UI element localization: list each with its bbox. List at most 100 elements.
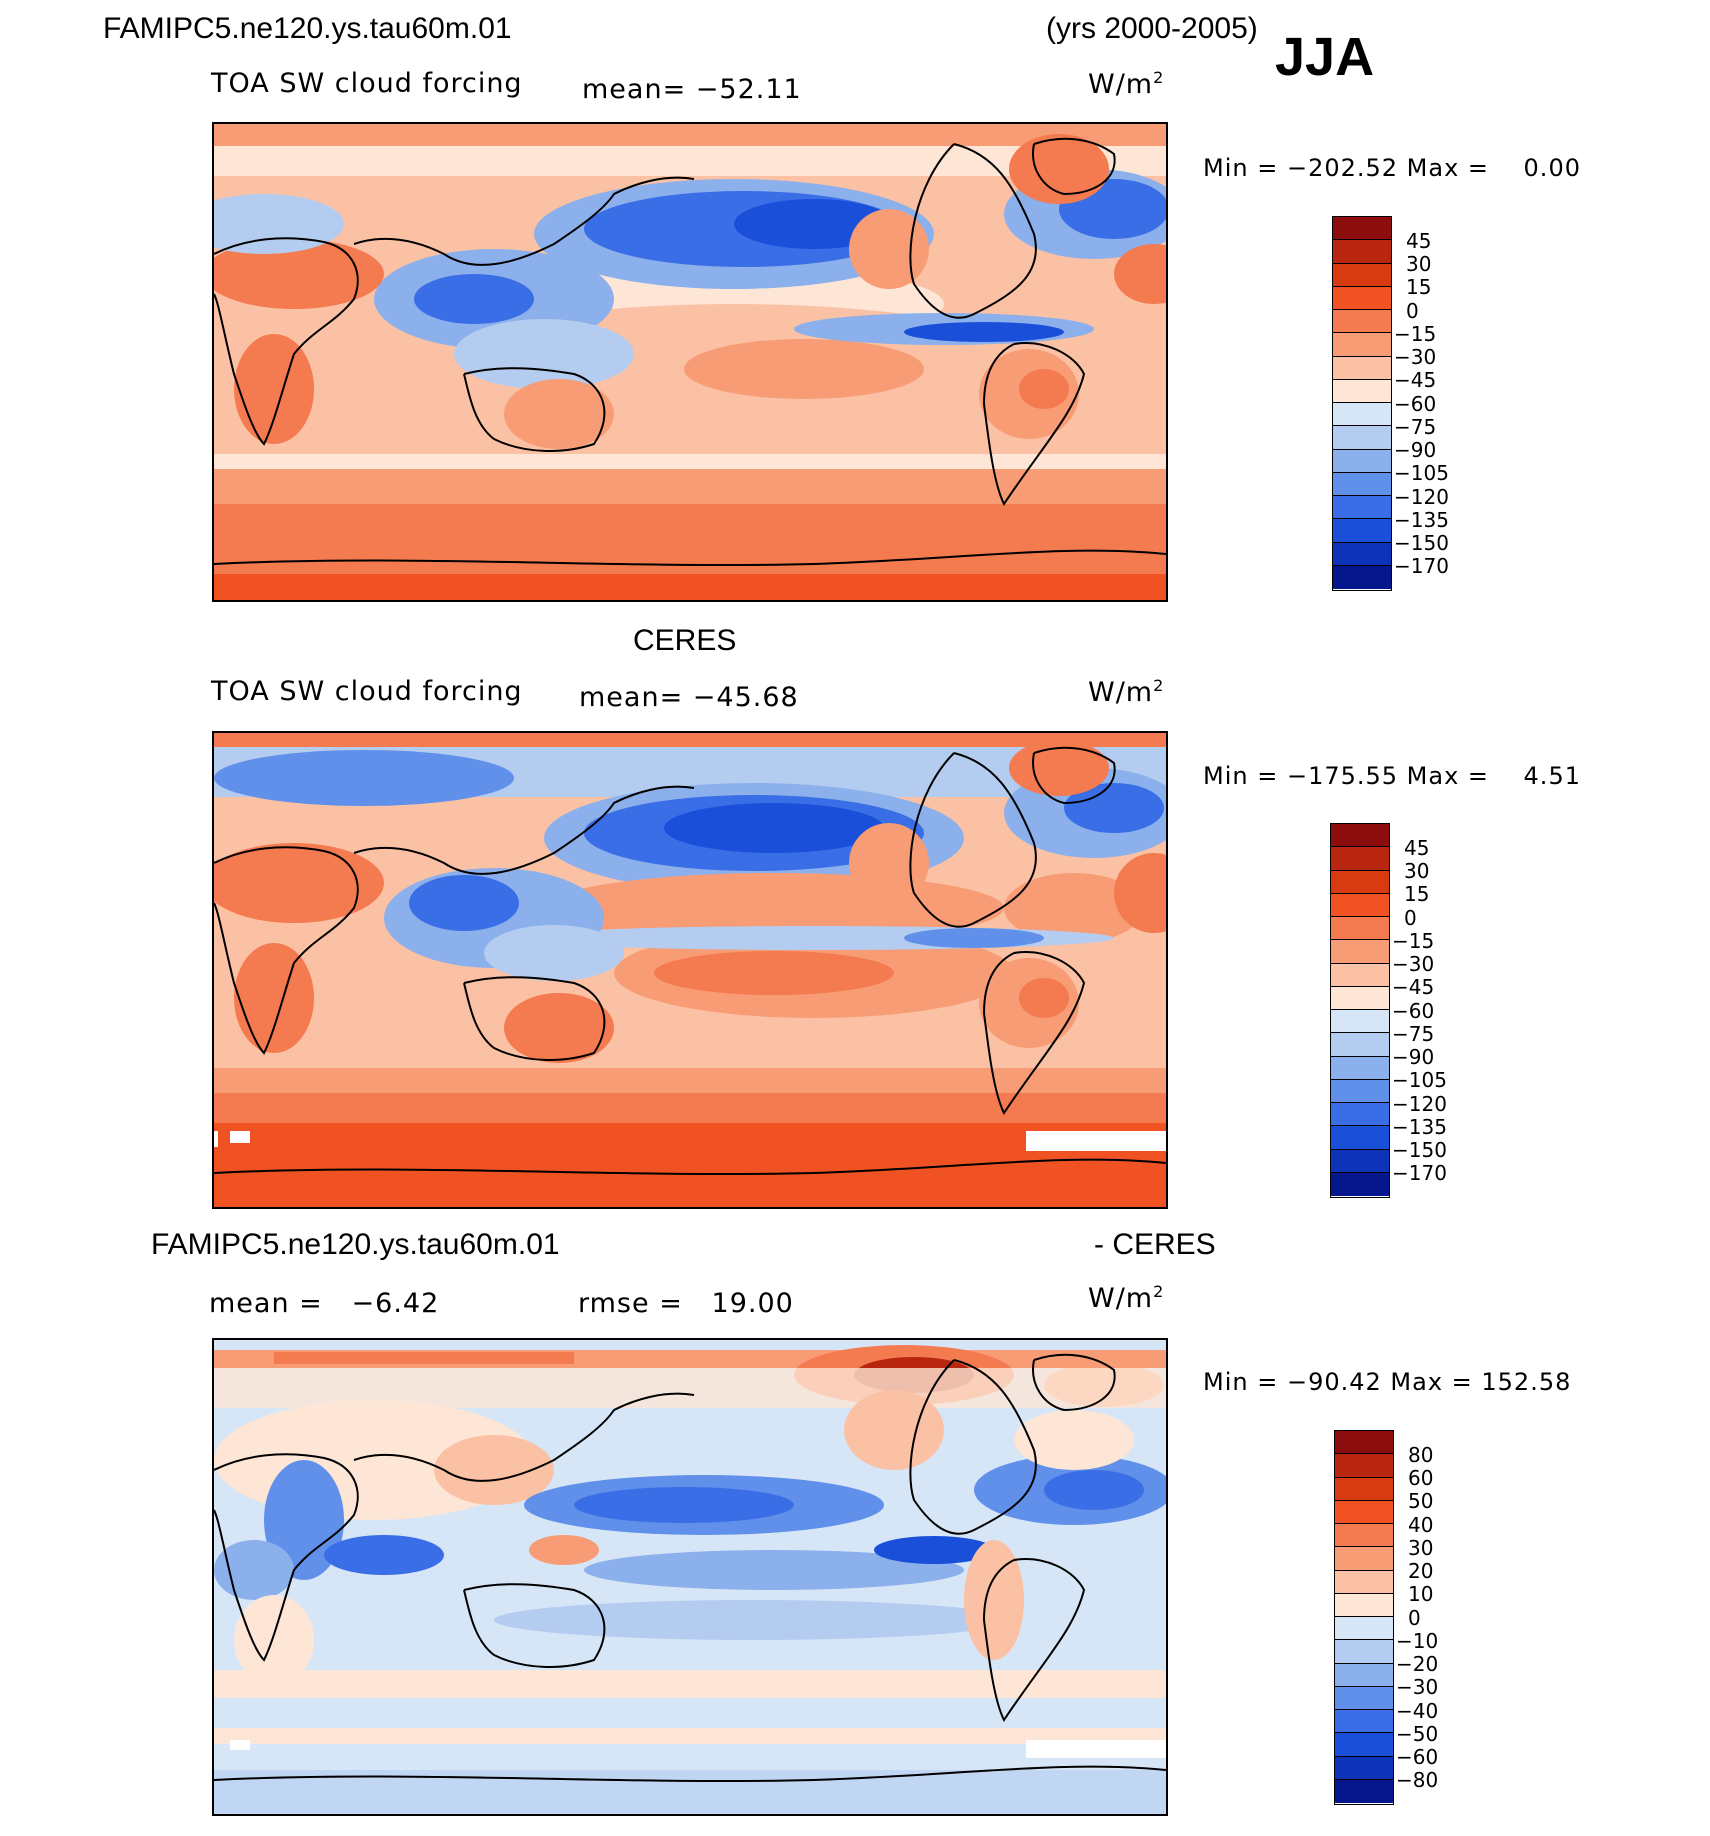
panel3-colorbar [1334, 1430, 1394, 1805]
colorbar-tick-label: −45 [1392, 975, 1435, 1000]
colorbar-tick-label: −15 [1392, 928, 1435, 953]
panel3-units-sup: 2 [1153, 1282, 1165, 1301]
colorbar-swatch [1335, 1477, 1393, 1501]
panel1-colorbar [1332, 216, 1392, 591]
colorbar-tick-label: 80 [1408, 1442, 1434, 1467]
panel1-colorbar-swatches [1333, 217, 1391, 589]
panel2-mean: mean= −45.68 [579, 682, 799, 713]
years-label: (yrs 2000-2005) [1046, 12, 1258, 45]
panel1-units-base: W/m [1088, 69, 1154, 100]
colorbar-swatch [1335, 1570, 1393, 1594]
colorbar-tick-label: 30 [1406, 252, 1432, 276]
colorbar-swatch [1333, 449, 1391, 473]
colorbar-tick-label: 0 [1406, 298, 1419, 323]
colorbar-tick-label: −60 [1394, 391, 1437, 416]
colorbar-swatch [1333, 240, 1391, 264]
season-label: JJA [1275, 27, 1375, 87]
colorbar-swatch [1335, 1756, 1393, 1780]
colorbar-tick-label: −30 [1392, 952, 1435, 976]
panel1-mean: mean= −52.11 [582, 74, 802, 105]
colorbar-swatch [1333, 333, 1391, 357]
colorbar-swatch [1331, 1126, 1389, 1150]
panel1-units-sup: 2 [1153, 68, 1165, 87]
panel3-minmax: Min = −90.42 Max = 152.58 [1203, 1368, 1572, 1396]
colorbar-swatch [1333, 310, 1391, 334]
colorbar-swatch [1331, 917, 1389, 941]
colorbar-swatch [1333, 426, 1391, 450]
colorbar-tick-label: 40 [1408, 1512, 1434, 1537]
colorbar-swatch [1331, 893, 1389, 917]
panel1-variable: TOA SW cloud forcing [211, 68, 523, 99]
panel3-units: W/m2 [1088, 1282, 1164, 1314]
panel1-map [212, 122, 1168, 602]
colorbar-tick-label: 60 [1408, 1466, 1434, 1490]
colorbar-swatch [1333, 263, 1391, 287]
colorbar-tick-label: 15 [1404, 882, 1430, 907]
colorbar-tick-label: −105 [1392, 1068, 1447, 1093]
panel3-mean: mean = −6.42 [209, 1288, 440, 1319]
colorbar-swatch [1335, 1710, 1393, 1734]
colorbar-tick-label: −90 [1394, 438, 1437, 462]
colorbar-tick-label: −150 [1394, 531, 1449, 555]
colorbar-swatch [1335, 1454, 1393, 1478]
panel3-map [212, 1338, 1168, 1816]
colorbar-swatch [1335, 1663, 1393, 1687]
colorbar-swatch [1333, 403, 1391, 427]
colorbar-swatch [1333, 356, 1391, 380]
panel3-title-right: - CERES [1094, 1228, 1216, 1261]
colorbar-swatch [1331, 1149, 1389, 1173]
colorbar-swatch [1331, 963, 1389, 987]
colorbar-tick-label: 30 [1408, 1535, 1434, 1560]
colorbar-swatch [1335, 1500, 1393, 1524]
panel2-map-field [214, 733, 1166, 1207]
colorbar-tick-label: −50 [1396, 1721, 1439, 1746]
colorbar-tick-label: −80 [1396, 1768, 1439, 1793]
panel2-title: CERES [633, 624, 737, 657]
colorbar-swatch [1331, 1172, 1389, 1196]
colorbar-tick-label: −120 [1392, 1091, 1447, 1116]
panel1-minmax: Min = −202.52 Max = 0.00 [1203, 154, 1581, 182]
colorbar-tick-label: −20 [1396, 1652, 1439, 1676]
colorbar-swatch [1333, 565, 1391, 589]
panel2-units-base: W/m [1088, 677, 1154, 708]
colorbar-swatch [1331, 940, 1389, 964]
case-name-title: FAMIPC5.ne120.ys.tau60m.01 [103, 12, 512, 45]
colorbar-swatch [1331, 824, 1389, 848]
colorbar-tick-label: 20 [1408, 1559, 1434, 1583]
colorbar-tick-label: 30 [1404, 859, 1430, 883]
colorbar-swatch [1331, 847, 1389, 871]
panel2-map [212, 731, 1168, 1209]
colorbar-tick-label: 45 [1406, 228, 1432, 253]
colorbar-swatch [1335, 1733, 1393, 1757]
panel2-units-sup: 2 [1153, 676, 1165, 695]
panel3-map-field [214, 1340, 1166, 1814]
colorbar-tick-label: −40 [1396, 1698, 1439, 1723]
colorbar-tick-label: −60 [1396, 1745, 1439, 1769]
panel2-variable: TOA SW cloud forcing [211, 676, 523, 707]
colorbar-swatch [1331, 870, 1389, 894]
colorbar-swatch [1331, 1010, 1389, 1034]
panel2-minmax: Min = −175.55 Max = 4.51 [1203, 762, 1581, 790]
panel1-map-field [214, 124, 1166, 600]
colorbar-tick-label: −105 [1394, 461, 1449, 486]
colorbar-swatch [1331, 1056, 1389, 1080]
colorbar-tick-label: 0 [1404, 905, 1417, 930]
colorbar-swatch [1331, 1079, 1389, 1103]
panel3-title-left: FAMIPC5.ne120.ys.tau60m.01 [151, 1228, 560, 1261]
colorbar-swatch [1333, 379, 1391, 403]
colorbar-tick-label: 10 [1408, 1582, 1434, 1607]
colorbar-swatch [1335, 1593, 1393, 1617]
colorbar-tick-label: 15 [1406, 275, 1432, 300]
colorbar-swatch [1335, 1547, 1393, 1571]
colorbar-swatch [1331, 1103, 1389, 1127]
panel2-units: W/m2 [1088, 676, 1164, 708]
colorbar-swatch [1333, 496, 1391, 520]
colorbar-tick-label: −75 [1394, 414, 1437, 439]
colorbar-swatch [1331, 1033, 1389, 1057]
colorbar-tick-label: −30 [1396, 1675, 1439, 1700]
colorbar-tick-label: 0 [1408, 1605, 1421, 1630]
panel2-colorbar-swatches [1331, 824, 1389, 1196]
colorbar-swatch [1333, 519, 1391, 543]
colorbar-tick-label: −90 [1392, 1045, 1435, 1069]
colorbar-swatch [1335, 1640, 1393, 1664]
